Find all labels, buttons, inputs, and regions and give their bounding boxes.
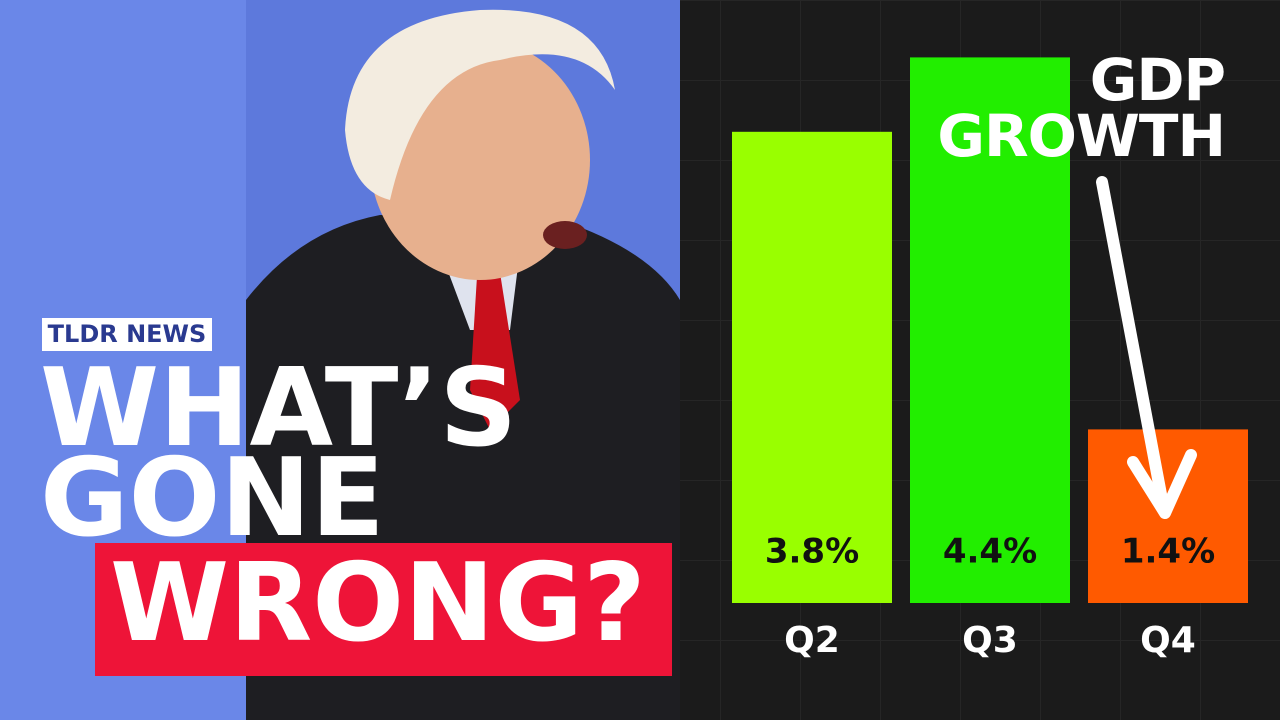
value-label: 4.4% [943,532,1037,572]
bar [732,131,892,604]
bar-chart: 3.8% Q2 4.4% Q3 1.4% Q4 [732,57,1248,661]
badge-box [42,318,212,351]
headline-line: WRONG? [110,541,646,666]
arrow [1096,176,1197,519]
headline-highlight [95,543,672,676]
value-label: 1.4% [1121,532,1215,572]
x-tick-label: Q3 [962,620,1018,661]
bar [910,57,1070,603]
badge: TLDR NEWS [48,320,207,348]
x-tick-label: Q4 [1140,620,1196,661]
x-tick-label: Q2 [784,620,840,661]
value-label: 3.8% [765,532,859,572]
headline-line: WHAT’S [40,346,517,471]
headline-line: GONE [40,436,385,561]
chart-title: GDP GROWTH [937,46,1226,170]
